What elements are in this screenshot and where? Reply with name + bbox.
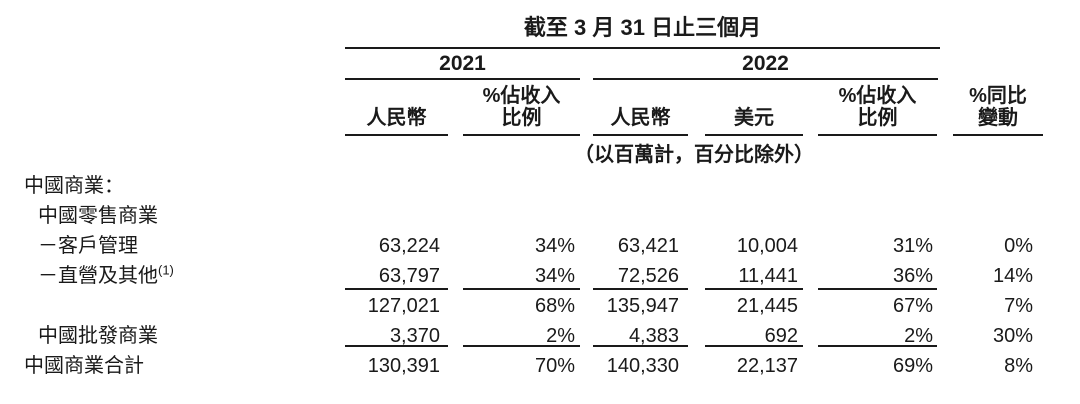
- table-row: 中國商業：: [0, 171, 1080, 201]
- column-header-pct-revenue-2022-line2: 比例: [857, 107, 898, 129]
- cell-rmb-2021: 3,370: [389, 325, 440, 347]
- column-header-pct-revenue-2021: %佔收入 比例: [463, 85, 580, 129]
- cell-pct-2021: 34%: [534, 265, 575, 287]
- table-title: 截至 3 月 31 日止三個月: [523, 15, 762, 40]
- cell-rmb-2021: 63,224: [378, 235, 440, 257]
- row-label: 中國零售商業: [38, 205, 158, 227]
- cell-yoy-change: 0%: [1004, 235, 1033, 257]
- rule-colhead-rmb-2021: [345, 134, 448, 136]
- column-header-rmb-2022: 人民幣: [610, 107, 671, 129]
- cell-yoy-change: 8%: [1004, 355, 1033, 377]
- rule-total-pct-2022: [818, 345, 937, 347]
- rule-subtotal-pct-2021: [463, 288, 580, 290]
- cell-usd-2022: 11,441: [738, 265, 798, 287]
- column-header-pct-revenue-2021-line1: %佔收入: [482, 85, 561, 107]
- rule-2021-underline: [345, 78, 580, 80]
- row-label: －直營及其他(1): [0, 261, 345, 291]
- rule-subtotal-pct-2022: [818, 288, 937, 290]
- column-header-pct-revenue-2022-line1: %佔收入: [838, 85, 917, 107]
- row-label: 中國商業合計: [24, 355, 144, 377]
- group-header-2022: 2022: [742, 52, 789, 75]
- cell-rmb-2022: 72,526: [617, 265, 679, 287]
- row-label: －客戶管理: [38, 235, 138, 257]
- table-row-total: 中國商業合計 130,391 70% 140,330 22,137 69% 8%: [0, 351, 1080, 381]
- column-header-pct-revenue-2022: %佔收入 比例: [818, 85, 937, 129]
- rule-2022-underline: [593, 78, 938, 80]
- row-label: 中國批發商業: [38, 325, 158, 347]
- column-header-usd-2022: 美元: [734, 107, 774, 129]
- rule-total-usd-2022: [705, 345, 803, 347]
- rule-subtotal-usd-2022: [705, 288, 803, 290]
- cell-rmb-2021: 127,021: [367, 295, 440, 317]
- cell-yoy-change: 14%: [992, 265, 1033, 287]
- cell-rmb-2022: 63,421: [617, 235, 679, 257]
- cell-rmb-2022: 140,330: [606, 355, 679, 377]
- column-header-yoy-change-line1: %同比: [969, 85, 1027, 107]
- cell-pct-2021: 34%: [534, 235, 575, 257]
- table-row-subtotal: 127,021 68% 135,947 21,445 67% 7%: [0, 291, 1080, 321]
- cell-yoy-change: 7%: [1004, 295, 1033, 317]
- column-header-yoy-change: %同比 變動: [953, 85, 1043, 129]
- cell-rmb-2021: 63,797: [378, 265, 440, 287]
- rule-colhead-yoy: [953, 134, 1043, 136]
- cell-yoy-change: 30%: [992, 325, 1033, 347]
- cell-usd-2022: 21,445: [736, 295, 798, 317]
- table-row: －客戶管理 63,224 34% 63,421 10,004 31% 0%: [0, 231, 1080, 261]
- rule-total-rmb-2022: [593, 345, 688, 347]
- table-row: 中國零售商業: [0, 201, 1080, 231]
- rule-colhead-usd-2022: [705, 134, 803, 136]
- rule-total-rmb-2021: [345, 345, 448, 347]
- row-label-text: －直營及其他: [38, 265, 158, 287]
- units-note: （以百萬計，百分比除外）: [574, 144, 814, 166]
- cell-pct-2022: 69%: [892, 355, 933, 377]
- cell-pct-2021: 68%: [534, 295, 575, 317]
- column-header-yoy-change-line2: 變動: [978, 107, 1018, 129]
- cell-rmb-2021: 130,391: [367, 355, 440, 377]
- cell-usd-2022: 10,004: [736, 235, 798, 257]
- rule-colhead-rmb-2022: [593, 134, 688, 136]
- cell-rmb-2022: 4,383: [628, 325, 679, 347]
- cell-pct-2022: 31%: [892, 235, 933, 257]
- rule-total-pct-2021: [463, 345, 580, 347]
- cell-rmb-2022: 135,947: [606, 295, 679, 317]
- table-row: 中國批發商業 3,370 2% 4,383 692 2% 30%: [0, 321, 1080, 351]
- group-header-2021: 2021: [439, 52, 486, 75]
- rule-colhead-pct-2022: [818, 134, 937, 136]
- cell-pct-2022: 2%: [904, 325, 933, 347]
- rule-subtotal-rmb-2021: [345, 288, 448, 290]
- column-header-pct-revenue-2021-line2: 比例: [501, 107, 542, 129]
- cell-pct-2021: 2%: [546, 325, 575, 347]
- cell-usd-2022: 22,137: [736, 355, 798, 377]
- rule-title-underline: [345, 47, 940, 49]
- cell-pct-2022: 36%: [892, 265, 933, 287]
- column-header-rmb-2021: 人民幣: [366, 107, 427, 129]
- cell-pct-2021: 70%: [534, 355, 575, 377]
- table-row: －直營及其他(1) 63,797 34% 72,526 11,441 36% 1…: [0, 261, 1080, 291]
- cell-usd-2022: 692: [764, 325, 798, 347]
- rule-subtotal-rmb-2022: [593, 288, 688, 290]
- footnote-marker: (1): [158, 262, 174, 278]
- rule-colhead-pct-2021: [463, 134, 580, 136]
- row-label: 中國商業：: [24, 175, 124, 197]
- cell-pct-2022: 67%: [892, 295, 933, 317]
